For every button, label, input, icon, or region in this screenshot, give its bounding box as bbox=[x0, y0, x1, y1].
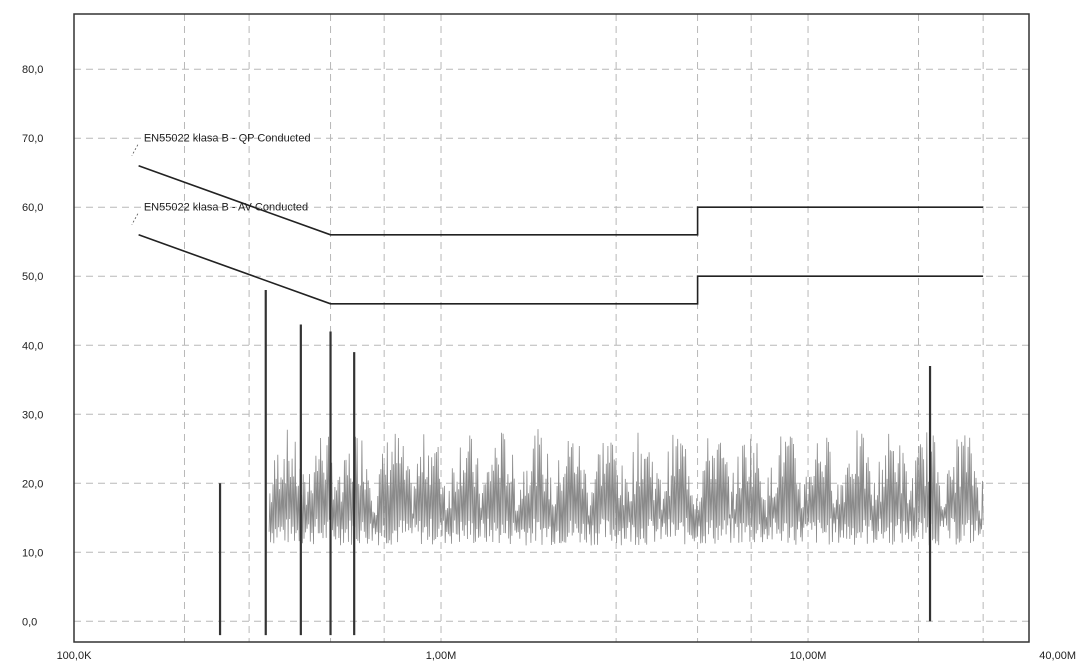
emission-spikes bbox=[218, 290, 932, 636]
limit-labels: EN55022 klasa B - QP Conducted EN55022 kl… bbox=[131, 133, 311, 225]
limit-line bbox=[138, 165, 984, 236]
plot-frame bbox=[73, 13, 1030, 643]
limit-label-leader bbox=[131, 213, 139, 225]
y-tick-label: 10,0 bbox=[22, 547, 43, 559]
y-tick-label: 30,0 bbox=[22, 409, 43, 421]
y-tick-label: 20,0 bbox=[22, 478, 43, 490]
limit-label-leader bbox=[131, 144, 139, 156]
y-tick-label: 60,0 bbox=[22, 202, 43, 214]
x-tick-label: 10,00M bbox=[790, 650, 827, 662]
limit-line bbox=[138, 234, 984, 305]
emission-trace bbox=[268, 429, 984, 546]
y-tick-label: 0,0 bbox=[22, 616, 37, 628]
y-tick-label: 40,0 bbox=[22, 340, 43, 352]
limit-label: EN55022 klasa B - QP Conducted bbox=[144, 133, 311, 145]
x-tick-label: 100,0K bbox=[57, 650, 93, 662]
limit-lines bbox=[138, 165, 984, 305]
y-tick-label: 80,0 bbox=[22, 64, 43, 76]
y-tick-label: 70,0 bbox=[22, 133, 43, 145]
x-tick-label: 1,00M bbox=[426, 650, 457, 662]
x-tick-label: 40,00M bbox=[1039, 650, 1076, 662]
grid bbox=[74, 14, 1029, 642]
y-axis-ticks: 0,0 10,0 20,0 30,0 40,0 50,0 60,0 70,0 80,0 bbox=[22, 64, 43, 628]
emission-noise-trace bbox=[268, 429, 984, 546]
x-axis-ticks: 100,0K 1,00M 10,00M 40,00M bbox=[57, 650, 1076, 662]
y-tick-label: 50,0 bbox=[22, 271, 43, 283]
limit-label: EN55022 klasa B - AV Conducted bbox=[144, 202, 308, 214]
